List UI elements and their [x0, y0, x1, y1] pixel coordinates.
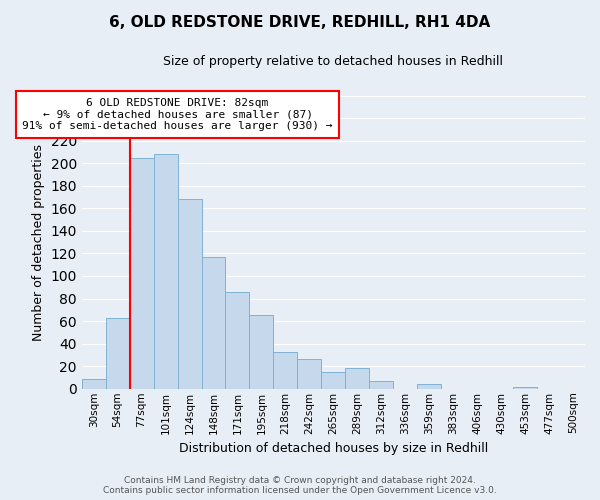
Text: 6 OLD REDSTONE DRIVE: 82sqm
← 9% of detached houses are smaller (87)
91% of semi: 6 OLD REDSTONE DRIVE: 82sqm ← 9% of deta…: [22, 98, 333, 132]
Text: Contains HM Land Registry data © Crown copyright and database right 2024.
Contai: Contains HM Land Registry data © Crown c…: [103, 476, 497, 495]
Bar: [154, 154, 178, 389]
Bar: [250, 316, 274, 389]
Bar: [178, 200, 202, 389]
Bar: [274, 352, 298, 389]
Bar: [82, 378, 106, 389]
Bar: [513, 386, 537, 389]
Bar: [226, 292, 250, 389]
Bar: [346, 368, 369, 389]
Bar: [202, 257, 226, 389]
Y-axis label: Number of detached properties: Number of detached properties: [32, 144, 45, 340]
Bar: [130, 158, 154, 389]
X-axis label: Distribution of detached houses by size in Redhill: Distribution of detached houses by size …: [179, 442, 488, 455]
Bar: [322, 372, 346, 389]
Text: 6, OLD REDSTONE DRIVE, REDHILL, RH1 4DA: 6, OLD REDSTONE DRIVE, REDHILL, RH1 4DA: [109, 15, 491, 30]
Bar: [106, 318, 130, 389]
Bar: [417, 384, 441, 389]
Title: Size of property relative to detached houses in Redhill: Size of property relative to detached ho…: [163, 55, 503, 68]
Bar: [369, 381, 393, 389]
Bar: [298, 360, 322, 389]
